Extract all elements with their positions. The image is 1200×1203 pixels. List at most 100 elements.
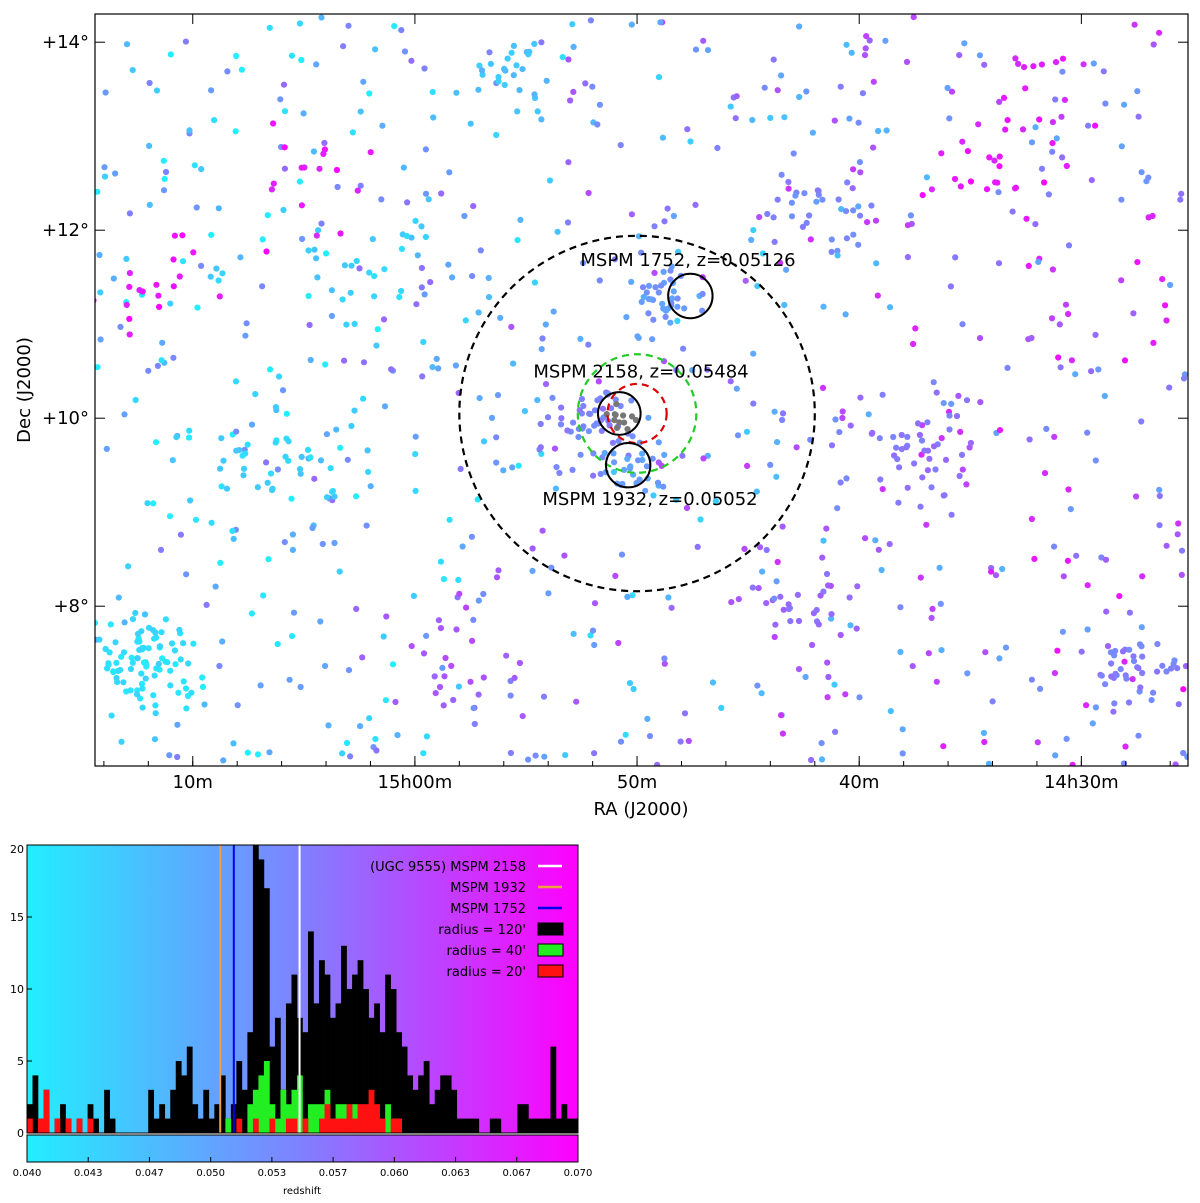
galaxy-point xyxy=(421,65,428,72)
ra-tick-label: 10m xyxy=(173,772,213,793)
galaxy-point xyxy=(1102,681,1109,688)
galaxy-point xyxy=(948,88,956,95)
histogram-bar xyxy=(771,1075,777,1133)
galaxy-point xyxy=(353,605,360,613)
galaxy-point xyxy=(357,108,364,115)
galaxy-point xyxy=(924,419,931,426)
galaxy-point xyxy=(883,127,890,134)
galaxy-point xyxy=(924,467,932,474)
galaxy-point xyxy=(182,685,190,692)
galaxy-point xyxy=(1118,277,1125,284)
galaxy-point xyxy=(799,223,807,230)
galaxy-point xyxy=(343,321,350,328)
histogram-bar xyxy=(274,1118,281,1133)
galaxy-point xyxy=(328,287,335,294)
galaxy-point xyxy=(134,655,141,662)
galaxy-point xyxy=(344,456,351,463)
galaxy-point xyxy=(904,484,911,491)
histogram-bar xyxy=(181,1075,188,1133)
galaxy-point xyxy=(233,428,240,435)
galaxy-point xyxy=(658,282,665,289)
histogram-bar xyxy=(385,974,391,1133)
galaxy-point xyxy=(1092,331,1099,338)
galaxy-point xyxy=(254,751,262,758)
histogram-bar xyxy=(842,1119,848,1133)
galaxy-point xyxy=(624,593,631,601)
galaxy-point xyxy=(270,180,277,187)
galaxy-point xyxy=(749,584,756,591)
galaxy-point xyxy=(493,131,500,139)
galaxy-point xyxy=(1049,266,1056,273)
galaxy-point xyxy=(475,691,482,698)
galaxy-point xyxy=(963,481,970,488)
galaxy-point xyxy=(1182,663,1188,670)
galaxy-point xyxy=(727,378,734,385)
galaxy-point xyxy=(599,405,607,412)
galaxy-point xyxy=(1004,364,1011,371)
galaxy-point xyxy=(1052,59,1060,66)
galaxy-point xyxy=(337,444,344,451)
galaxy-point xyxy=(1102,100,1109,107)
histogram-bar xyxy=(302,1118,309,1133)
galaxy-point xyxy=(348,422,355,430)
galaxy-point xyxy=(1150,41,1157,48)
galaxy-point xyxy=(774,87,781,94)
galaxy-point xyxy=(735,596,742,603)
galaxy-point xyxy=(590,472,597,479)
galaxy-point xyxy=(667,267,674,274)
galaxy-point xyxy=(110,275,117,282)
galaxy-point xyxy=(152,702,159,709)
galaxy-point xyxy=(1112,647,1119,655)
galaxy-point xyxy=(1000,94,1008,101)
histogram-bar xyxy=(727,1104,733,1133)
galaxy-point xyxy=(208,87,215,94)
galaxy-point xyxy=(1045,191,1052,198)
galaxy-point xyxy=(886,304,894,311)
galaxy-point xyxy=(1092,122,1099,129)
histogram-bar xyxy=(65,1118,72,1133)
galaxy-point xyxy=(167,51,174,58)
galaxy-point xyxy=(1041,470,1049,477)
galaxy-point xyxy=(445,261,452,268)
galaxy-point xyxy=(537,444,544,451)
hist-y-tick-label: 0 xyxy=(17,1127,24,1140)
histogram-bar xyxy=(93,1118,99,1133)
histogram-bar xyxy=(269,1118,276,1133)
galaxy-point xyxy=(959,138,966,145)
galaxy-point xyxy=(855,203,862,210)
histogram-bar xyxy=(716,1075,722,1133)
histogram-bar xyxy=(561,1104,568,1133)
galaxy-point xyxy=(1058,113,1065,120)
galaxy-point xyxy=(298,453,305,460)
galaxy-point xyxy=(510,42,517,50)
galaxy-point xyxy=(591,750,598,757)
galaxy-point xyxy=(1032,124,1039,131)
galaxy-point xyxy=(311,246,318,253)
galaxy-point xyxy=(777,593,784,600)
galaxy-point xyxy=(218,483,225,490)
galaxy-point xyxy=(570,630,577,638)
histogram-bar xyxy=(225,1118,232,1133)
galaxy-point xyxy=(654,761,661,766)
galaxy-point xyxy=(933,678,940,685)
galaxy-point xyxy=(1156,486,1163,493)
galaxy-point xyxy=(854,583,861,590)
galaxy-point xyxy=(266,24,273,31)
galaxy-point xyxy=(485,294,493,301)
histogram-bar xyxy=(363,1104,369,1133)
galaxy-point xyxy=(470,203,477,210)
galaxy-point xyxy=(1065,486,1072,493)
galaxy-point xyxy=(870,144,877,151)
galaxy-point xyxy=(917,574,924,581)
galaxy-point xyxy=(313,61,320,68)
histogram-bar xyxy=(252,1118,259,1133)
histogram-bar xyxy=(677,1104,683,1133)
galaxy-point xyxy=(345,667,353,674)
galaxy-point xyxy=(117,323,124,330)
histogram-bar xyxy=(622,1104,628,1133)
galaxy-point xyxy=(763,600,770,607)
galaxy-point xyxy=(139,704,146,711)
histogram-bar xyxy=(363,989,369,1133)
galaxy-point xyxy=(129,616,137,623)
galaxy-point xyxy=(1009,208,1016,215)
